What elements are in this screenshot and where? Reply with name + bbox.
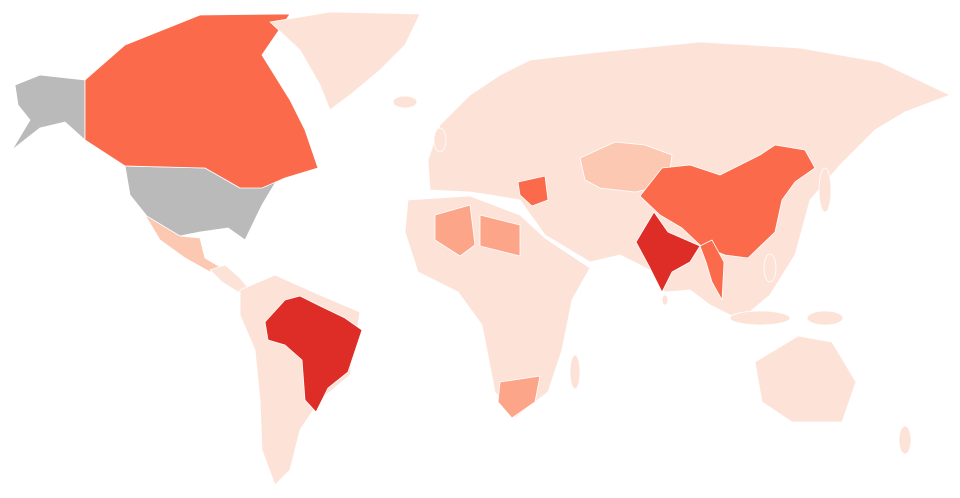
- region-alaska[interactable]: [11, 74, 86, 151]
- region-madagascar[interactable]: [569, 354, 581, 390]
- region-australia[interactable]: [754, 335, 857, 423]
- region-brazil[interactable]: [264, 295, 363, 413]
- region-myanmar[interactable]: [699, 239, 725, 301]
- region-japan[interactable]: [818, 167, 832, 213]
- region-philippines[interactable]: [763, 253, 777, 283]
- region-greenland[interactable]: [269, 11, 421, 111]
- region-sri-lanka[interactable]: [661, 294, 669, 306]
- region-africa[interactable]: [404, 195, 591, 419]
- region-south-africa[interactable]: [497, 375, 541, 419]
- region-new-guinea[interactable]: [806, 310, 844, 326]
- region-iceland[interactable]: [392, 95, 418, 109]
- region-canada[interactable]: [84, 13, 319, 189]
- region-iraq-syria[interactable]: [517, 175, 549, 207]
- region-libya[interactable]: [479, 214, 521, 257]
- region-algeria[interactable]: [434, 204, 476, 257]
- region-indonesia[interactable]: [729, 310, 791, 326]
- region-india[interactable]: [635, 211, 701, 293]
- region-uk[interactable]: [433, 127, 447, 153]
- region-china[interactable]: [639, 144, 816, 259]
- region-new-zealand[interactable]: [898, 425, 912, 455]
